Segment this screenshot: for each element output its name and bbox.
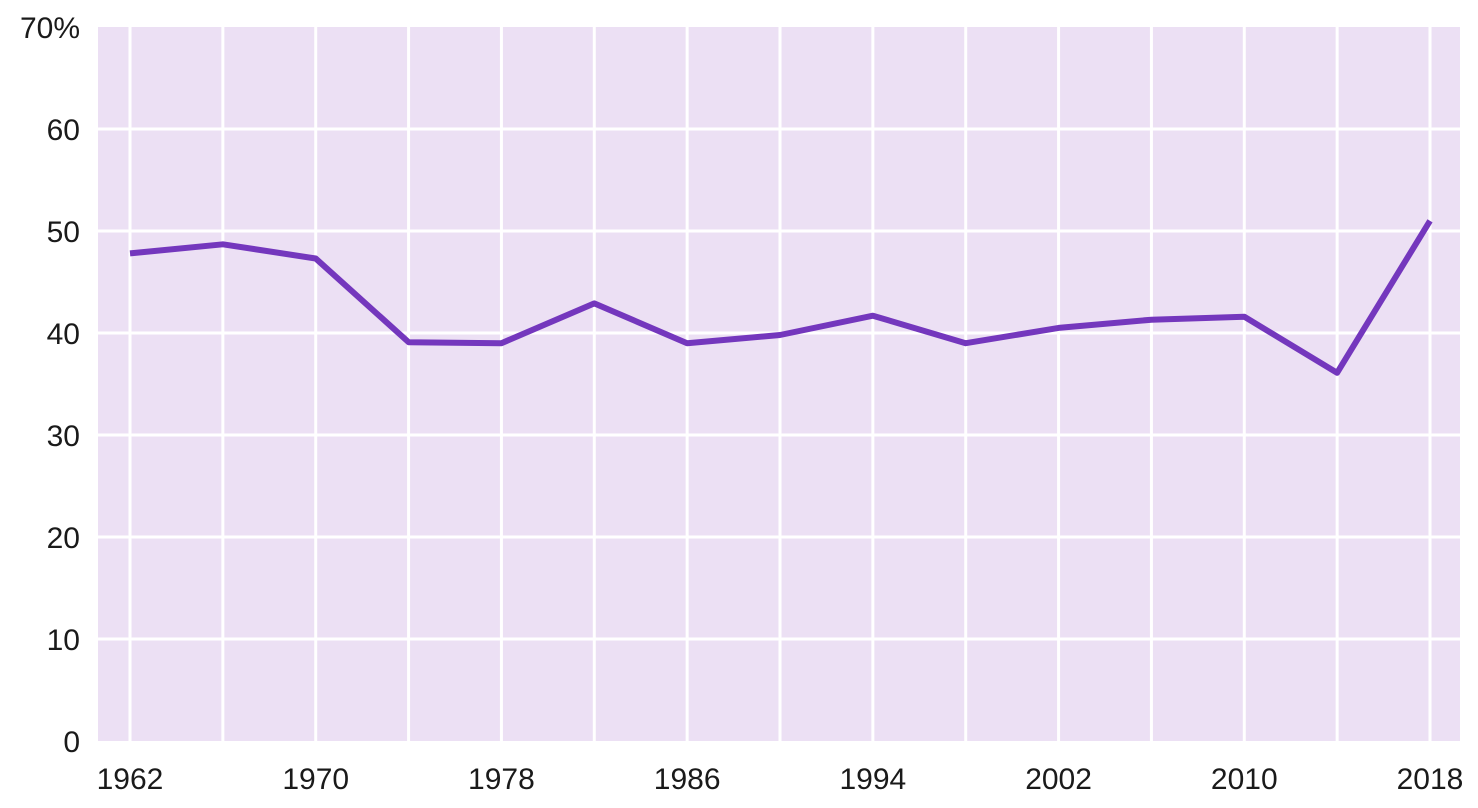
x-tick-label: 2002 xyxy=(1025,763,1092,796)
vertical-gridlines xyxy=(128,27,1432,741)
series-line xyxy=(129,219,1433,376)
y-tick-label: 50 xyxy=(47,216,80,249)
x-axis-tick-labels: 1962 1970 1978 1986 1994 2002 2010 2018 xyxy=(97,763,1464,796)
y-axis-tick-labels: 0 10 20 30 40 50 60 70% xyxy=(20,12,80,759)
y-tick-label: 40 xyxy=(47,318,80,351)
y-tick-label: 10 xyxy=(47,624,80,657)
series-layer xyxy=(129,219,1433,376)
y-tick-label: 0 xyxy=(63,726,80,759)
x-tick-label: 2010 xyxy=(1211,763,1278,796)
x-tick-label: 2018 xyxy=(1397,763,1464,796)
x-tick-label: 1978 xyxy=(468,763,535,796)
y-tick-label: 30 xyxy=(47,420,80,453)
x-tick-label: 1962 xyxy=(97,763,164,796)
y-tick-label: 70% xyxy=(20,12,80,45)
x-tick-label: 1970 xyxy=(282,763,349,796)
x-tick-label: 1986 xyxy=(654,763,721,796)
y-tick-label: 60 xyxy=(47,114,80,147)
x-tick-label: 1994 xyxy=(839,763,906,796)
y-tick-label: 20 xyxy=(47,522,80,555)
